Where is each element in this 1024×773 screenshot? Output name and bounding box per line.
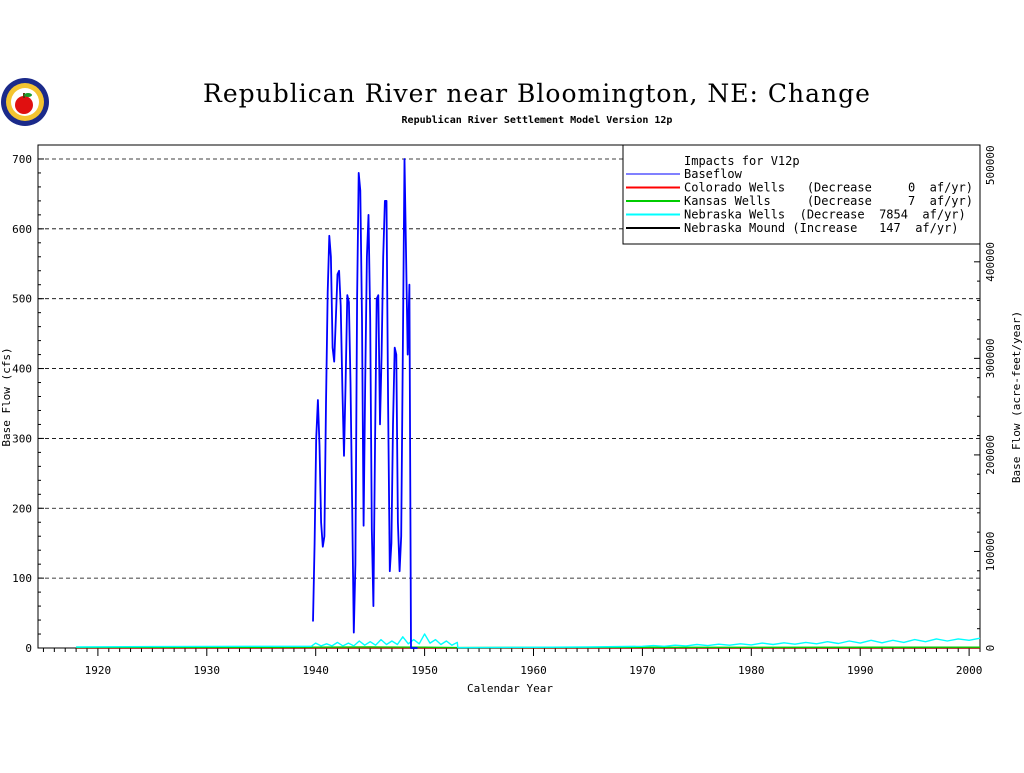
x-tick-label: 1990: [847, 664, 874, 677]
y-left-tick-label: 600: [12, 223, 32, 236]
series-line-0: [312, 158, 418, 649]
y-left-tick-label: 400: [12, 363, 32, 376]
y-right-tick-label: 400000: [984, 242, 997, 282]
series-lines: [76, 158, 981, 649]
y-right-tick-label: 200000: [984, 435, 997, 475]
logo-seal-icon: [1, 78, 49, 126]
y-axis-right: 0 100000 200000 300000 400000 500000: [974, 145, 997, 651]
y-axis-left-label: Base Flow (cfs): [0, 347, 13, 446]
x-tick-label: 1970: [629, 664, 656, 677]
y-left-tick-label: 200: [12, 502, 32, 515]
x-tick-label: 1920: [85, 664, 112, 677]
y-right-tick-label: 0: [984, 645, 997, 652]
legend-box: [622, 144, 981, 245]
x-tick-label: 1950: [411, 664, 438, 677]
x-tick-label: 1960: [520, 664, 547, 677]
y-left-tick-label: 500: [12, 293, 32, 306]
legend-entry-label: Nebraska Mound (Increase 147 af/yr): [684, 221, 959, 235]
y-left-tick-label: 700: [12, 153, 32, 166]
series-line-2: [76, 646, 981, 649]
legend-entry-label: Nebraska Wells (Decrease 7854 af/yr): [684, 208, 966, 222]
chart-title: Republican River near Bloomington, NE: C…: [203, 79, 871, 108]
y-right-tick-label: 100000: [984, 532, 997, 572]
x-tick-label: 2000: [956, 664, 983, 677]
series-line-3: [76, 633, 981, 649]
y-axis-right-label: Base Flow (acre-feet/year): [1010, 311, 1023, 483]
y-left-tick-label: 300: [12, 432, 32, 445]
legend-entry-label: Baseflow: [684, 167, 743, 181]
x-axis-label: Calendar Year: [467, 682, 553, 695]
y-left-tick-label: 0: [25, 642, 32, 655]
x-axis: 1920 1930 1940 1950 1960 1970 1980 1990 2000: [42, 648, 983, 677]
y-axis-left: 0 100 200 300 400 500 600 700: [12, 153, 44, 655]
legend-entry-label: Kansas Wells (Decrease 7 af/yr): [684, 194, 973, 208]
y-right-tick-label: 300000: [984, 338, 997, 378]
legend-title: Impacts for V12p: [684, 154, 800, 168]
chart-subtitle: Republican River Settlement Model Versio…: [402, 114, 673, 126]
x-tick-label: 1930: [194, 664, 221, 677]
y-left-tick-label: 100: [12, 572, 32, 585]
y-right-tick-label: 500000: [984, 145, 997, 185]
legend-entry-label: Colorado Wells (Decrease 0 af/yr): [684, 181, 973, 195]
x-tick-label: 1980: [738, 664, 765, 677]
x-tick-label: 1940: [302, 664, 329, 677]
